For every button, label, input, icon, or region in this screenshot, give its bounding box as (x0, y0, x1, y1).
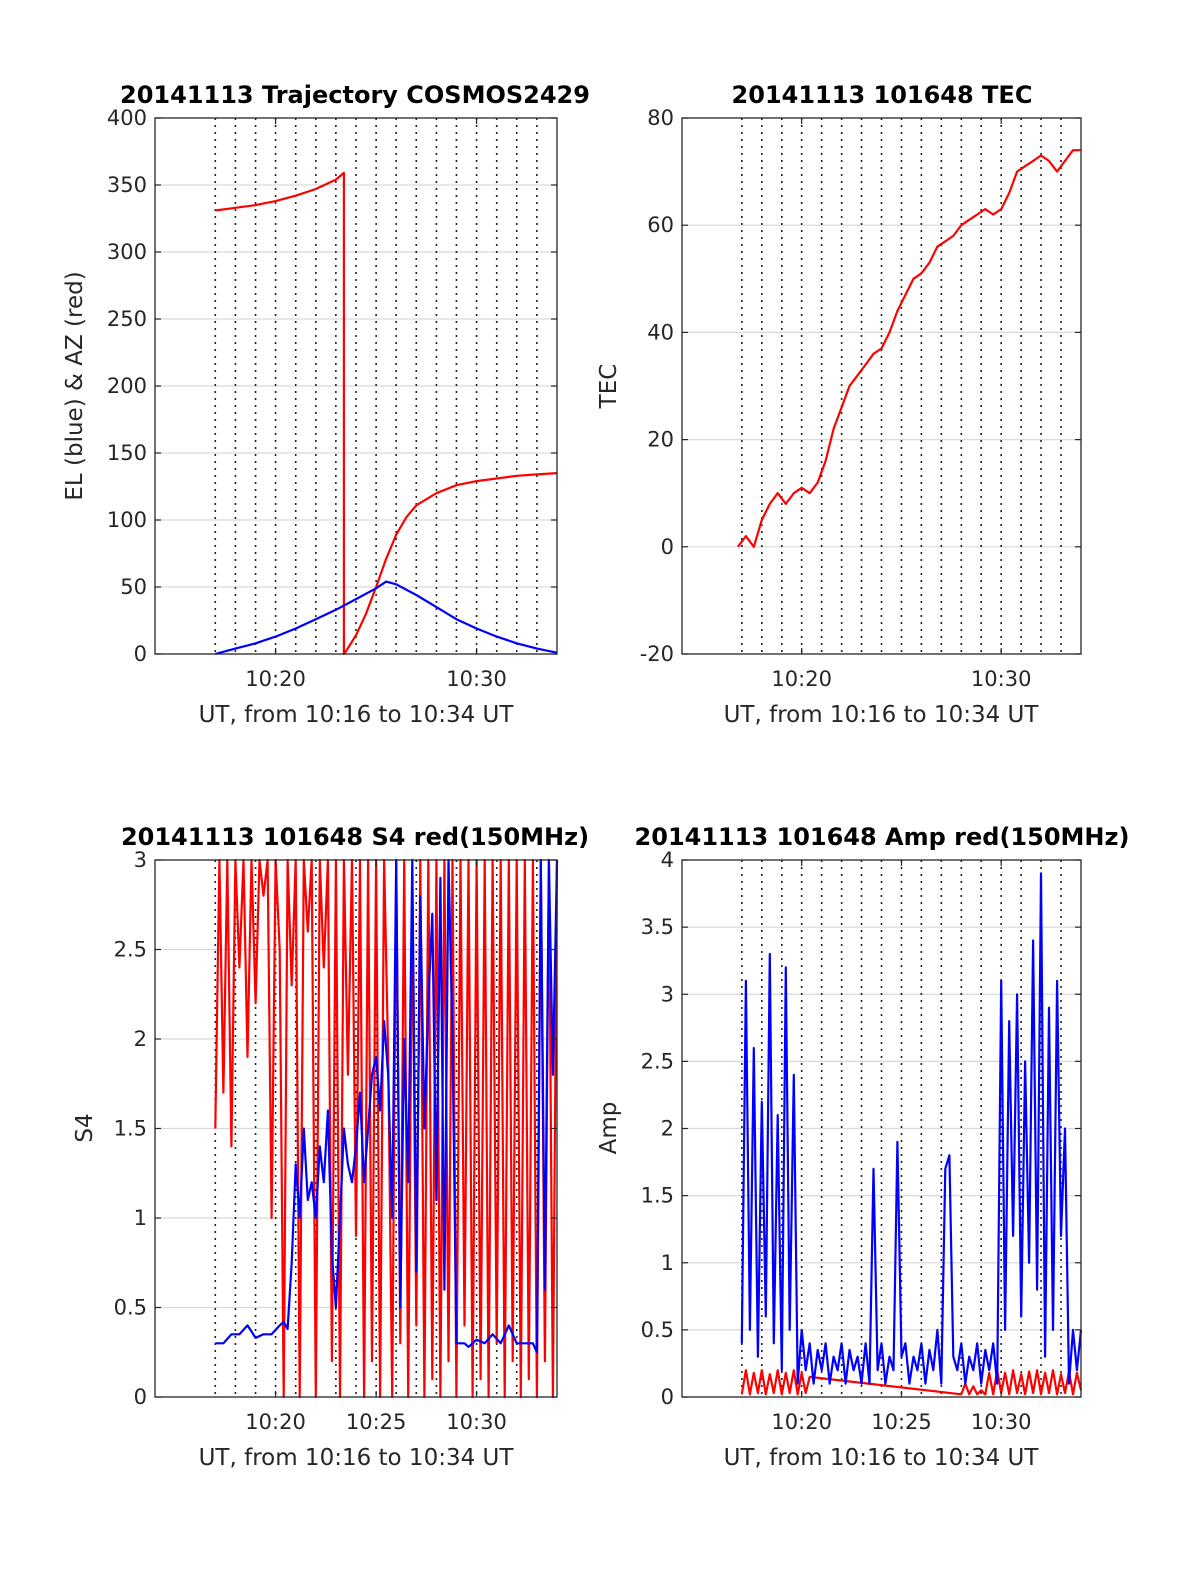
s4-y-tick-label: 0 (134, 1385, 147, 1409)
tec-series-line-0 (737, 149, 1081, 548)
amp-x-ticks: 10:20 10:25 10:30 (771, 860, 1031, 1434)
s4-y-tick-label: 0.5 (114, 1296, 147, 1320)
tec-plot-area (681, 117, 1082, 655)
s4-y-tick-label: 1.5 (114, 1117, 147, 1141)
s4-y-ticks: 0 0.5 1 1.5 2 2.5 3 (114, 848, 557, 1409)
trajectory-x-tick-label: 10:30 (446, 667, 507, 691)
tec-y-tick-label: -20 (640, 642, 674, 666)
amp-y-tick-label: 4 (661, 848, 674, 872)
trajectory-y-tick-label: 250 (107, 307, 147, 331)
tec-x-ticks: 10:20 10:30 (771, 118, 1031, 691)
amp-y-tick-label: 2.5 (641, 1049, 674, 1073)
amp-title: 20141113 101648 Amp red(150MHz) (635, 823, 1130, 851)
tec-grid (682, 118, 1081, 654)
amp-x-tick-label: 10:20 (771, 1410, 832, 1434)
tec-x-axis-label: UT, from 10:16 to 10:34 UT (724, 702, 1040, 728)
trajectory-y-tick-label: 200 (107, 374, 147, 398)
tec-x-tick-label: 10:20 (771, 667, 832, 691)
s4-x-tick-label: 10:30 (446, 1410, 507, 1434)
trajectory-y-tick-label: 300 (107, 240, 147, 264)
trajectory-grid (155, 118, 557, 654)
trajectory-y-tick-label: 150 (107, 441, 147, 465)
amp-series-line-0 (740, 1369, 1083, 1396)
trajectory-y-tick-label: 350 (107, 173, 147, 197)
trajectory-y-tick-label: 0 (134, 642, 147, 666)
amp-y-ticks: 0 0.5 1 1.5 2 2.5 3 3.5 4 (641, 848, 1081, 1409)
s4-series-line-0 (214, 858, 559, 1399)
amp-y-tick-label: 0 (661, 1385, 674, 1409)
tec-y-ticks: -20 0 20 40 60 80 (640, 106, 1081, 666)
s4-x-ticks: 10:20 10:25 10:30 (245, 860, 507, 1434)
trajectory-y-tick-label: 400 (107, 106, 147, 130)
tec-series (737, 149, 1081, 548)
tec-y-tick-label: 0 (661, 535, 674, 559)
s4-series (214, 858, 559, 1399)
trajectory-series-line-0 (215, 171, 558, 656)
tec-title: 20141113 101648 TEC (732, 81, 1033, 109)
tec-y-tick-label: 20 (647, 428, 674, 452)
amp-y-tick-label: 1.5 (641, 1184, 674, 1208)
s4-y-tick-label: 2.5 (114, 938, 147, 962)
amp-series (740, 872, 1083, 1396)
amp-x-tick-label: 10:30 (971, 1410, 1032, 1434)
tec-y-tick-label: 60 (647, 213, 674, 237)
trajectory-x-axis-label: UT, from 10:16 to 10:34 UT (199, 702, 515, 728)
s4-y-tick-label: 2 (134, 1027, 147, 1051)
s4-y-axis-label: S4 (72, 1113, 98, 1142)
trajectory-panel: 20141113 Trajectory COSMOS2429 0 50 100 150… (62, 81, 590, 728)
amp-x-tick-label: 10:25 (871, 1410, 932, 1434)
s4-y-tick-label: 3 (134, 848, 147, 872)
s4-x-tick-label: 10:20 (245, 1410, 306, 1434)
tec-y-tick-label: 40 (647, 320, 674, 344)
s4-panel: 20141113 101648 S4 red(150MHz) 0 0.5 1 1.5 2… (72, 823, 589, 1471)
trajectory-y-ticks: 0 50 100 150 200 250 300 350 400 (107, 106, 557, 666)
s4-y-tick-label: 1 (134, 1206, 147, 1230)
amp-y-tick-label: 3 (661, 982, 674, 1006)
trajectory-title: 20141113 Trajectory COSMOS2429 (120, 81, 590, 109)
amp-x-axis-label: UT, from 10:16 to 10:34 UT (724, 1445, 1040, 1471)
amp-y-tick-label: 0.5 (641, 1318, 674, 1342)
amp-panel: 20141113 101648 Amp red(150MHz) 0 0.5 1 1.5… (596, 823, 1129, 1471)
tec-y-tick-label: 80 (647, 106, 674, 130)
s4-title: 20141113 101648 S4 red(150MHz) (121, 823, 589, 851)
s4-series-line-1 (215, 858, 559, 1354)
s4-x-axis-label: UT, from 10:16 to 10:34 UT (199, 1445, 515, 1471)
trajectory-x-tick-label: 10:20 (245, 667, 306, 691)
amp-y-axis-label: Amp (596, 1102, 622, 1155)
tec-x-tick-label: 10:30 (971, 667, 1032, 691)
trajectory-series (215, 171, 558, 656)
trajectory-x-ticks: 10:20 10:30 (245, 118, 507, 691)
trajectory-y-tick-label: 50 (120, 575, 147, 599)
amp-series-line-1 (740, 872, 1083, 1385)
trajectory-y-axis-label: EL (blue) & AZ (red) (62, 271, 88, 500)
s4-x-tick-label: 10:25 (346, 1410, 407, 1434)
amp-y-tick-label: 3.5 (641, 915, 674, 939)
trajectory-series-line-1 (215, 580, 558, 656)
trajectory-y-tick-label: 100 (107, 508, 147, 532)
amp-y-tick-label: 2 (661, 1117, 674, 1141)
tec-y-axis-label: TEC (596, 364, 622, 410)
amp-y-tick-label: 1 (661, 1251, 674, 1275)
